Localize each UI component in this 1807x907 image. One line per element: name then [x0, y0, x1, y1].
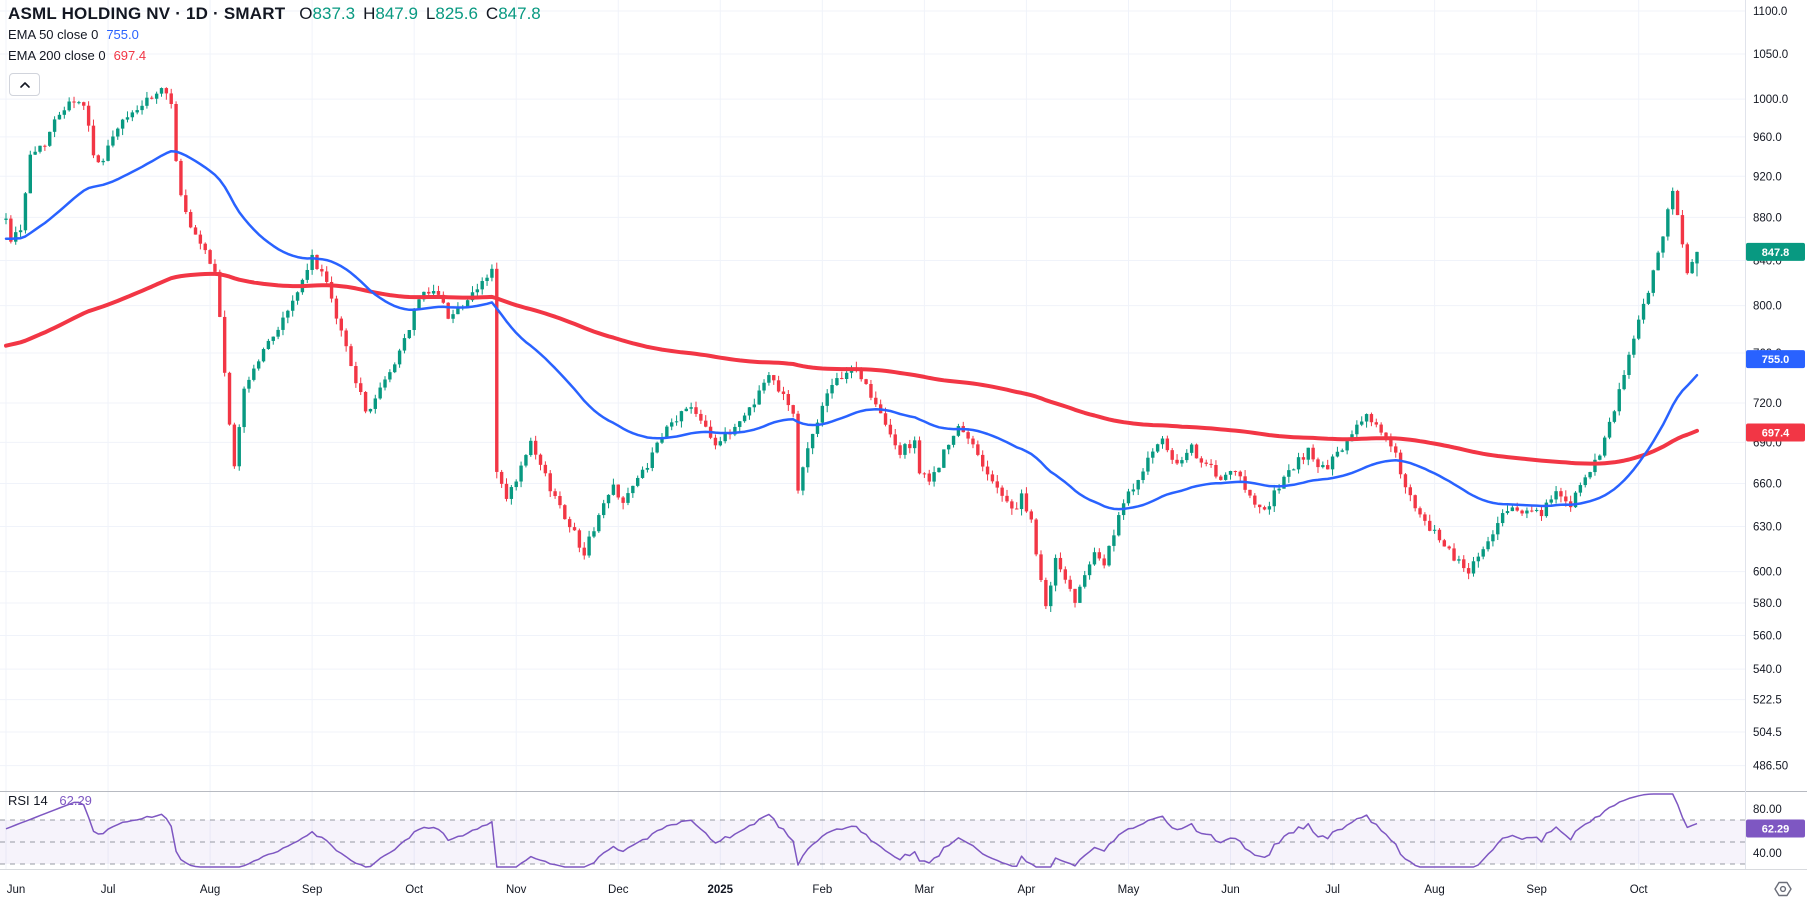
- price-tick-label: 960.0: [1753, 132, 1782, 144]
- price-tick-label: 486.50: [1753, 761, 1788, 773]
- price-tick-label: 1050.0: [1753, 49, 1788, 61]
- time-axis-label: Nov: [506, 884, 527, 896]
- close-label: C: [485, 4, 499, 23]
- rsi-label: RSI 14: [8, 793, 48, 808]
- price-tick-label: 1100.0: [1753, 6, 1787, 18]
- pane-separators: [0, 0, 1807, 870]
- svg-text:755.0: 755.0: [1762, 354, 1790, 366]
- ema200-value: 697.4: [113, 48, 147, 63]
- time-axis-label: Oct: [1630, 884, 1649, 896]
- time-axis-label: Aug: [200, 884, 220, 896]
- ema50-legend-row[interactable]: EMA 50 close 0 755.0: [8, 25, 541, 45]
- time-axis-label: Jun: [7, 884, 26, 896]
- rsi-tick-label: 40.00: [1753, 848, 1782, 860]
- chevron-up-icon: [19, 81, 30, 88]
- svg-text:62.29: 62.29: [1762, 823, 1790, 835]
- rsi-bands-layer: [0, 819, 1745, 865]
- time-axis-label: May: [1118, 884, 1140, 896]
- rsi-layer: [5, 793, 1698, 868]
- price-badge-ema200: 697.4: [1746, 423, 1805, 442]
- ohlc-values: O837.3 H847.9 L825.6 C847.8: [299, 4, 540, 24]
- pane-settings-button[interactable]: [1772, 879, 1794, 899]
- rsi-value: 62.29: [59, 793, 92, 808]
- open-value: 837.3: [312, 4, 356, 23]
- low-value: 825.6: [435, 4, 478, 23]
- chart-legend: ASML HOLDING NV · 1D · SMART O837.3 H847.…: [8, 4, 541, 66]
- price-tick-label: 1000.0: [1753, 94, 1788, 106]
- rsi-tick-label: 80.00: [1753, 804, 1782, 816]
- time-axis-label: Mar: [914, 884, 934, 896]
- open-label: O: [299, 4, 313, 23]
- ema50-line[interactable]: [4, 149, 1699, 511]
- close-value: 847.8: [498, 4, 541, 23]
- price-axis[interactable]: 1100.01050.01000.0960.0920.0880.0840.080…: [1753, 6, 1788, 860]
- grid-layer: [0, 0, 1745, 869]
- symbol-legend-row[interactable]: ASML HOLDING NV · 1D · SMART O837.3 H847.…: [8, 4, 541, 24]
- candles-layer: [4, 87, 1699, 612]
- price-tick-label: 540.0: [1753, 664, 1782, 676]
- price-tick-label: 880.0: [1753, 212, 1782, 224]
- ema200-label: EMA 200 close 0: [8, 48, 106, 63]
- low-label: L: [425, 4, 436, 23]
- ema50-label: EMA 50 close 0: [8, 27, 99, 42]
- time-axis-label: Jul: [1325, 884, 1340, 896]
- ema50-value: 755.0: [106, 27, 139, 42]
- price-tick-label: 920.0: [1753, 171, 1782, 183]
- price-badge-last-price: 847.8: [1746, 242, 1805, 261]
- time-axis-label: Jun: [1221, 884, 1240, 896]
- symbol-title: ASML HOLDING NV · 1D · SMART: [8, 4, 286, 23]
- legend-collapse-button[interactable]: [9, 73, 40, 96]
- price-tick-label: 600.0: [1753, 567, 1782, 579]
- time-axis-label: Aug: [1424, 884, 1444, 896]
- price-tick-label: 522.5: [1753, 695, 1782, 707]
- price-tick-label: 560.0: [1753, 630, 1782, 642]
- ema200-line[interactable]: [4, 271, 1699, 466]
- price-badges: 847.8 755.0 697.4 62.29: [1746, 242, 1805, 838]
- time-axis-label: Sep: [1526, 884, 1546, 896]
- overlays-layer: [4, 149, 1699, 511]
- time-axis-label: Feb: [812, 884, 832, 896]
- time-axis-label: Sep: [302, 884, 322, 896]
- settings-hexagon-icon: [1774, 881, 1792, 897]
- time-axis-label: Oct: [405, 884, 424, 896]
- svg-text:847.8: 847.8: [1762, 247, 1790, 259]
- svg-text:697.4: 697.4: [1762, 428, 1790, 440]
- rsi-legend-row[interactable]: RSI 14 62.29: [8, 793, 92, 808]
- price-tick-label: 800.0: [1753, 301, 1782, 313]
- high-label: H: [363, 4, 376, 23]
- price-badge-ema50: 755.0: [1746, 350, 1805, 369]
- price-tick-label: 630.0: [1753, 522, 1782, 534]
- rsi-line[interactable]: [5, 793, 1698, 868]
- time-axis-label: 2025: [708, 884, 734, 896]
- price-tick-label: 580.0: [1753, 598, 1782, 610]
- time-axis-label: Apr: [1017, 884, 1035, 896]
- high-value: 847.9: [375, 4, 418, 23]
- price-tick-label: 660.0: [1753, 479, 1782, 491]
- time-axis-label: Dec: [608, 884, 629, 896]
- time-axis-label: Jul: [101, 884, 116, 896]
- time-axis[interactable]: Jun Jul Aug Sep Oct Nov Dec 2025 Feb Mar Apr May Jun…: [7, 884, 1649, 896]
- price-tick-label: 504.5: [1753, 727, 1782, 739]
- rsi-badge: 62.29: [1746, 819, 1805, 838]
- price-tick-label: 720.0: [1753, 398, 1782, 410]
- ema200-legend-row[interactable]: EMA 200 close 0 697.4: [8, 46, 541, 66]
